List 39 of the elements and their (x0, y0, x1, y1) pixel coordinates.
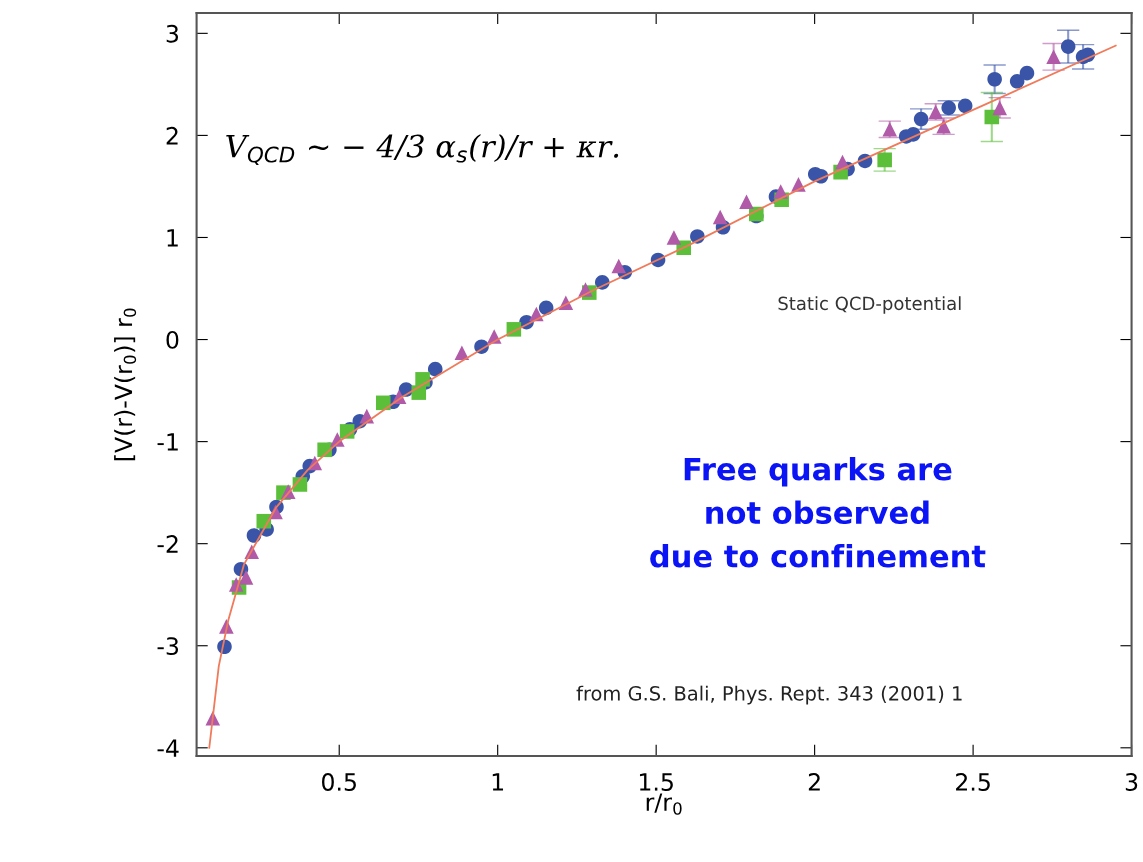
point (1060, 39, 1076, 54)
point (941, 100, 956, 116)
point (666, 230, 682, 245)
x-tick-label: 2.5 (956, 773, 990, 791)
x-tick-label: 2 (808, 773, 820, 791)
x-axis-title: r/r$_{0}$ (646, 793, 682, 815)
y-axis-title: [V(r)-V(r$_{0}$)] r$_{0}$ (114, 308, 137, 461)
point (1019, 65, 1035, 81)
y-tick-label: 1 (167, 229, 178, 247)
annotation: Static QCD-potential (778, 296, 961, 314)
point (957, 98, 973, 114)
point (427, 361, 443, 377)
point (712, 209, 728, 225)
point (992, 100, 1008, 116)
y-tick-label: -4 (157, 739, 179, 757)
point (454, 345, 470, 361)
annotation: from G.S. Bali, Phys. Rept. 343 (2001) 1 (576, 685, 962, 705)
x-tick-label: 3 (1125, 773, 1138, 791)
line-series (208, 44, 1117, 749)
point (238, 570, 254, 585)
point (877, 152, 892, 168)
point (375, 395, 391, 411)
y-tick-label: -1 (157, 433, 178, 451)
annotation: Free quarks are not observed due to confinement (650, 456, 986, 568)
point (611, 258, 627, 274)
y-tick-label: -2 (157, 535, 178, 553)
point (1009, 74, 1025, 89)
x-tick-label: 1.5 (639, 773, 673, 791)
annotation: V$_{QCD}$ ~ − 4/3 α$_{s}$(r)/r + κr. (226, 134, 619, 166)
y-tick-label: 2 (166, 126, 178, 145)
y-tick-label: 0 (166, 330, 179, 349)
y-tick-label: -3 (157, 637, 179, 656)
x-tick-label: 0.5 (322, 773, 356, 791)
point (1046, 49, 1061, 65)
point (987, 71, 1002, 87)
point (739, 194, 754, 210)
y-tick-label: 3 (166, 24, 179, 43)
x-tick-label: 1 (492, 773, 504, 791)
point (882, 122, 898, 137)
